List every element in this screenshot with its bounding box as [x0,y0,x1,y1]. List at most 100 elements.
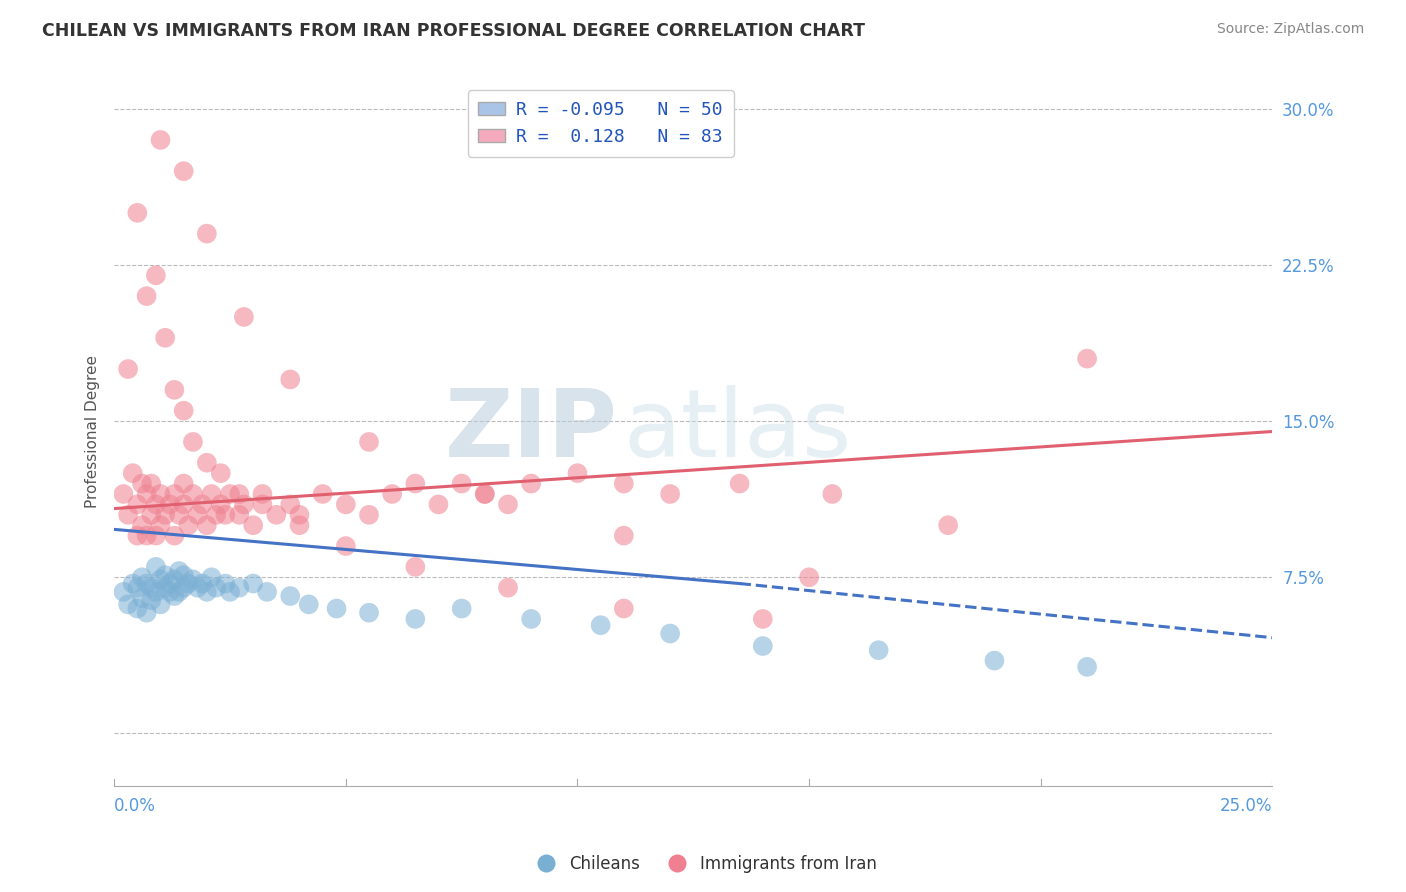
Point [450,476,472,491]
Point [195,518,218,533]
Point [232,310,254,324]
Point [173,476,195,491]
Point [131,476,153,491]
Point [127,528,149,542]
Point [117,508,139,522]
Point [135,289,157,303]
Point [335,497,357,511]
Point [474,487,496,501]
Point [177,576,200,591]
Point [159,585,181,599]
Point [450,601,472,615]
Point [613,601,636,615]
Point [153,508,176,522]
Point [159,576,181,591]
Point [474,487,496,501]
Point [659,626,682,640]
Point [821,487,844,501]
Point [278,372,301,386]
Point [177,518,200,533]
Y-axis label: Professional Degree: Professional Degree [86,355,100,508]
Point [520,476,543,491]
Point [232,497,254,511]
Point [163,528,186,542]
Point [219,585,242,599]
Point [187,581,209,595]
Point [121,576,143,591]
Point [135,487,157,501]
Point [195,456,218,470]
Point [127,601,149,615]
Point [145,268,167,283]
Point [173,403,195,417]
Point [520,612,543,626]
Point [659,487,682,501]
Point [381,487,404,501]
Point [163,573,186,587]
Point [117,362,139,376]
Point [195,585,218,599]
Point [404,476,426,491]
Point [127,497,149,511]
Point [278,589,301,603]
Point [219,487,242,501]
Text: Source: ZipAtlas.com: Source: ZipAtlas.com [1216,22,1364,37]
Point [1076,660,1098,674]
Point [145,560,167,574]
Point [153,331,176,345]
Point [173,568,195,582]
Point [200,570,222,584]
Point [613,476,636,491]
Point [357,508,380,522]
Point [228,508,250,522]
Point [298,598,321,612]
Point [214,576,236,591]
Point [496,581,519,595]
Point [153,568,176,582]
Point [252,497,274,511]
Point [149,598,172,612]
Point [127,206,149,220]
Point [141,581,163,595]
Point [496,497,519,511]
Point [159,497,181,511]
Point [311,487,333,501]
Point [278,497,301,511]
Text: ZIP: ZIP [446,385,619,477]
Point [145,585,167,599]
Point [200,487,222,501]
Point [121,466,143,480]
Point [589,618,612,632]
Point [214,508,236,522]
Point [149,487,172,501]
Point [181,487,204,501]
Point [153,581,176,595]
Point [242,518,264,533]
Point [983,654,1005,668]
Point [209,466,232,480]
Point [567,466,589,480]
Point [242,576,264,591]
Text: 25.0%: 25.0% [1220,797,1272,814]
Point [117,598,139,612]
Point [145,497,167,511]
Point [195,227,218,241]
Point [163,383,186,397]
Point [145,528,167,542]
Point [112,585,135,599]
Point [141,508,163,522]
Legend: Chileans, Immigrants from Iran: Chileans, Immigrants from Iran [523,848,883,880]
Point [149,573,172,587]
Point [205,581,228,595]
Point [191,497,214,511]
Point [173,497,195,511]
Point [181,434,204,449]
Point [187,508,209,522]
Point [135,576,157,591]
Text: CHILEAN VS IMMIGRANTS FROM IRAN PROFESSIONAL DEGREE CORRELATION CHART: CHILEAN VS IMMIGRANTS FROM IRAN PROFESSI… [42,22,865,40]
Point [728,476,751,491]
Point [357,434,380,449]
Point [613,528,636,542]
Point [191,576,214,591]
Point [181,573,204,587]
